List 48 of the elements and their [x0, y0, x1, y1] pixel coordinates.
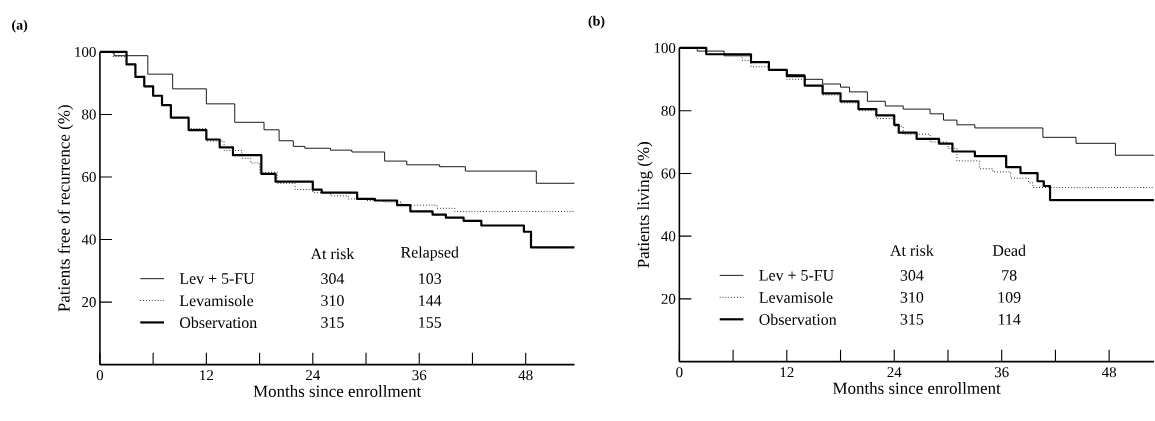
legend-label: Observation	[180, 317, 257, 329]
legend-label: Levamisole	[759, 291, 833, 304]
annotation: 310	[321, 295, 344, 307]
annotation: Dead	[992, 244, 1026, 257]
y-axis-title: Patients free of recurrence (%)	[57, 105, 74, 312]
y-tick-label: 60	[661, 168, 676, 179]
annotation: 304	[321, 273, 345, 285]
annotation: 315	[900, 314, 924, 325]
annotation: 103	[419, 273, 442, 285]
legend-label: Levamisole	[179, 295, 254, 307]
x-tick-label: 36	[994, 367, 1009, 378]
x-tick-label: 12	[200, 370, 213, 381]
x-tick-label: 0	[96, 370, 104, 381]
y-tick-label: 40	[81, 234, 96, 245]
annotation: At risk	[890, 244, 934, 257]
chart-title: (b)	[588, 16, 605, 29]
y-tick-label: 40	[661, 231, 676, 242]
legend-label: Lev + 5-FU	[179, 273, 255, 285]
legend-label: Lev + 5-FU	[759, 270, 834, 281]
y-tick-label: 80	[82, 109, 96, 120]
x-tick-label: 0	[676, 367, 683, 378]
x-tick-label: 48	[518, 370, 533, 381]
annotation: Relapsed	[401, 246, 459, 262]
annotation: 304	[900, 270, 924, 281]
annotation: 78	[1002, 270, 1017, 281]
y-axis-title: Patients living (%)	[637, 142, 653, 268]
y-tick-label: 100	[654, 43, 676, 54]
x-tick-label: 24	[887, 367, 902, 378]
annotation: 144	[419, 295, 442, 306]
annotation: At risk	[310, 248, 355, 260]
x-tick-label: 12	[780, 367, 794, 378]
x-tick-label: 48	[1101, 367, 1117, 378]
x-axis-title: Months since enrollment	[833, 382, 1001, 395]
y-tick-label: 80	[661, 105, 676, 116]
x-tick-label: 24	[305, 370, 321, 381]
x-tick-label: 36	[412, 370, 427, 381]
x-axis-title: Months since enrollment	[253, 385, 422, 398]
chart-title: (a)	[12, 20, 28, 33]
y-tick-label: 20	[82, 297, 96, 308]
y-tick-label: 20	[661, 294, 676, 305]
legend-label: Observation	[759, 313, 837, 326]
annotation: 310	[900, 292, 924, 303]
annotation: 315	[321, 317, 344, 328]
annotation: 155	[419, 317, 442, 328]
y-tick-label: 100	[75, 47, 96, 58]
annotation: 114	[998, 314, 1021, 325]
y-tick-label: 60	[82, 172, 96, 183]
annotation: 109	[998, 292, 1021, 303]
